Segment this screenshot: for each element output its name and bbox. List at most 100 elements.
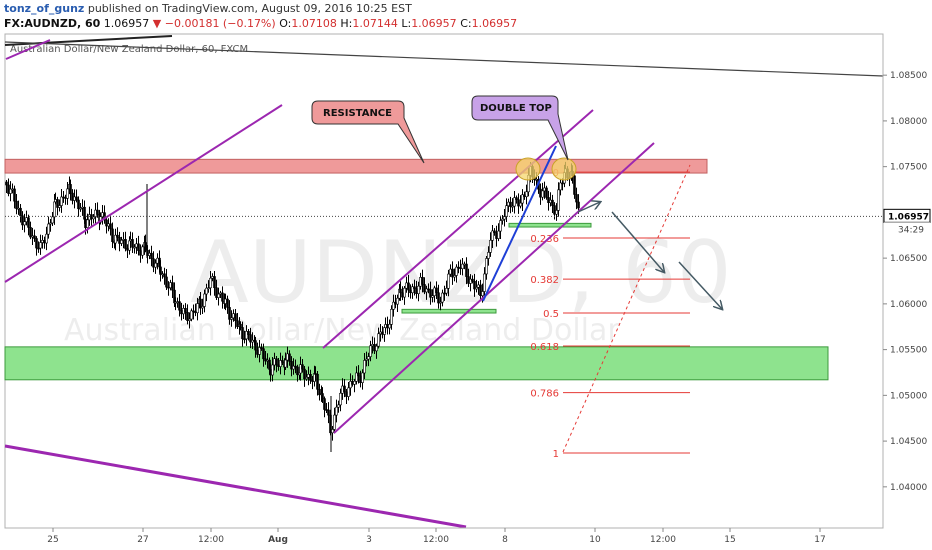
channel-line[interactable] [322, 109, 594, 349]
channel-line[interactable] [5, 39, 51, 60]
projection-arrow[interactable] [611, 211, 664, 272]
candle-body [152, 258, 155, 268]
support-zone[interactable] [4, 346, 829, 381]
double-top-circle[interactable] [551, 157, 577, 181]
price-axis[interactable]: 1.08500 1.08000 1.07500 1.06500 1.06000 1.055… [882, 34, 927, 528]
resistance-label: RESISTANCE [323, 108, 392, 119]
candle-body [301, 364, 304, 370]
candle-body [199, 298, 202, 309]
candle-body [139, 250, 142, 256]
candle-body [353, 380, 356, 385]
candle-body [296, 366, 299, 376]
channel-line[interactable] [4, 444, 467, 529]
candle-body [557, 189, 560, 211]
candle-body [84, 218, 87, 228]
time-axis[interactable]: 25 27 12:00 Aug 3 12:00 8 10 12:00 15 17 [5, 527, 883, 545]
candle-body [367, 356, 370, 360]
small-support-zone[interactable] [401, 308, 497, 314]
candle-body [137, 243, 140, 251]
candle-body [159, 266, 162, 275]
candle-body [62, 196, 65, 199]
candle-body [337, 404, 340, 408]
published-text: published on TradingView.com, August 09,… [87, 2, 412, 15]
candle-body [188, 318, 191, 321]
candle-body [196, 303, 199, 314]
high-value: 1.07144 [352, 17, 398, 30]
candle-body [260, 347, 263, 349]
candle-body [133, 246, 136, 249]
candle-body [292, 365, 295, 370]
candle-body [455, 266, 458, 276]
candle-body [221, 292, 224, 302]
time-tick-label: 12:00 [198, 535, 224, 545]
candle-body [205, 287, 208, 295]
candle-body [437, 292, 440, 304]
candle-body [423, 284, 426, 293]
resistance-zone[interactable] [4, 158, 708, 174]
candle-body [148, 252, 151, 256]
open-value: 1.07108 [291, 17, 337, 30]
candle-body [60, 196, 63, 206]
pair-label: Australian Dollar/New Zealand Dollar, 60… [10, 44, 248, 55]
candle-body [64, 197, 67, 199]
candle-body [339, 392, 342, 406]
projection-arrow[interactable] [577, 202, 600, 213]
candle-body [303, 368, 306, 380]
candle-body [150, 252, 153, 260]
candle-body [375, 345, 378, 352]
double-top-circle[interactable] [515, 157, 541, 181]
candle-body [284, 359, 287, 368]
candle-body [39, 242, 42, 249]
candle-body [194, 311, 197, 314]
candle-body [230, 317, 233, 320]
candle-body [439, 301, 442, 304]
candle-body [120, 239, 123, 244]
candle-body [111, 228, 114, 242]
candle-body [154, 262, 157, 268]
ohlc-line: FX:AUDNZD, 60 1.06957 ▼ −0.00181 (−0.17%… [4, 17, 517, 30]
candle-body [7, 184, 10, 194]
candle-body [559, 182, 562, 191]
author-link[interactable]: tonz_of_gunz [4, 2, 85, 15]
candle-body [219, 292, 222, 295]
candle-body [254, 340, 257, 351]
candle-body [226, 298, 229, 308]
time-tick-label: 12:00 [423, 535, 449, 545]
candle-body [15, 200, 18, 209]
candle-body [483, 273, 486, 292]
blue-trend-line[interactable] [482, 145, 557, 302]
chart-header: tonz_of_gunz published on TradingView.co… [0, 0, 932, 34]
double-top-callout[interactable]: DOUBLE TOP [471, 95, 569, 161]
channel-line[interactable] [4, 104, 283, 283]
candle-body [116, 234, 119, 238]
candle-body [190, 310, 193, 320]
projection-arrow[interactable] [678, 261, 722, 309]
bar-countdown: 34:29 [898, 225, 924, 235]
long-trend-line[interactable] [4, 41, 884, 77]
candle-body [79, 207, 82, 210]
candle-body [511, 205, 514, 208]
candle-body [435, 287, 438, 294]
candle-body [361, 372, 364, 383]
candle-body [335, 406, 338, 416]
close-label: C: [460, 17, 472, 30]
candle-body [501, 218, 504, 221]
candle-body [497, 230, 500, 239]
candle-body [19, 207, 22, 217]
candle-body [51, 216, 54, 224]
candle-body [47, 223, 50, 235]
candle-body [186, 312, 189, 321]
candle-body [131, 239, 134, 248]
time-tick-label: 3 [366, 535, 372, 545]
channel-line[interactable] [333, 142, 655, 434]
candle-body [453, 275, 456, 278]
candle-body [249, 334, 252, 343]
candle-body [363, 360, 366, 374]
small-support-zone[interactable] [508, 222, 592, 228]
fib-level-label: 0.618 [530, 342, 559, 353]
candle-body [75, 196, 78, 201]
plot-area[interactable] [4, 33, 884, 529]
resistance-callout[interactable]: RESISTANCE [311, 100, 425, 164]
candle-body [37, 247, 40, 250]
